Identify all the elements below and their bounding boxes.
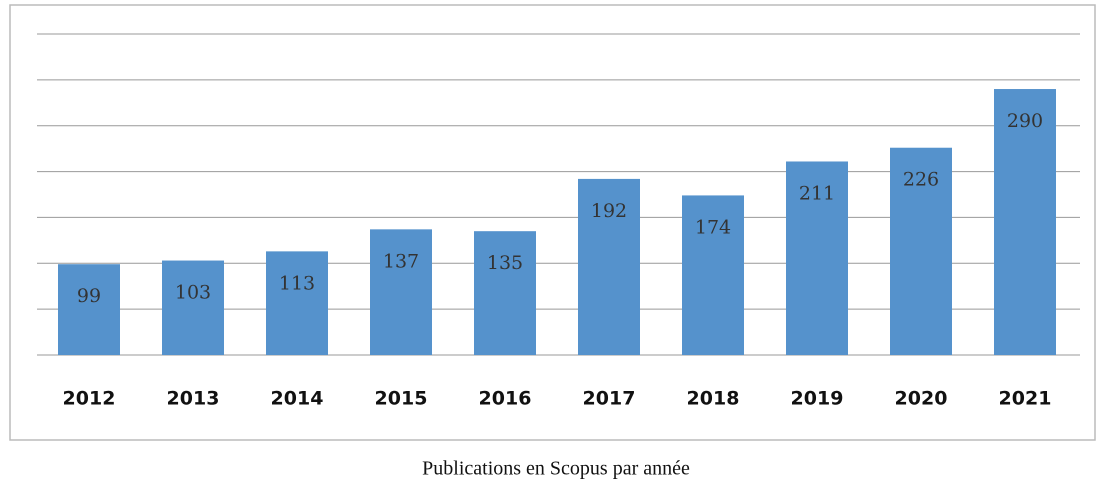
data-label: 99 [77,285,101,307]
data-label: 174 [695,216,731,238]
x-tick-label: 2015 [375,388,428,410]
bar [994,89,1056,356]
x-tick-label: 2018 [687,388,740,410]
data-label: 192 [591,200,627,222]
x-tick-label: 2013 [167,388,220,410]
x-tick-label: 2020 [895,388,948,410]
chart-title: Publications en Scopus par année [422,458,690,480]
data-label: 137 [383,250,419,272]
bar [266,251,328,355]
x-tick-label: 2019 [791,388,844,410]
data-label: 113 [279,272,315,294]
bar [162,260,224,355]
x-tick-label: 2017 [583,388,636,410]
x-tick-label: 2016 [479,388,532,410]
bar [578,178,640,355]
bar [474,231,536,355]
x-tick-label: 2014 [271,388,324,410]
data-label: 226 [903,169,939,191]
bar [370,229,432,355]
data-label: 290 [1007,110,1043,132]
x-tick-label: 2021 [999,388,1052,410]
bar [682,195,744,355]
bar [890,147,952,355]
data-label: 135 [487,252,523,274]
data-label: 103 [175,282,211,304]
bar [786,161,848,355]
x-tick-label: 2012 [63,388,116,410]
data-label: 211 [799,182,835,204]
bar [58,264,120,355]
